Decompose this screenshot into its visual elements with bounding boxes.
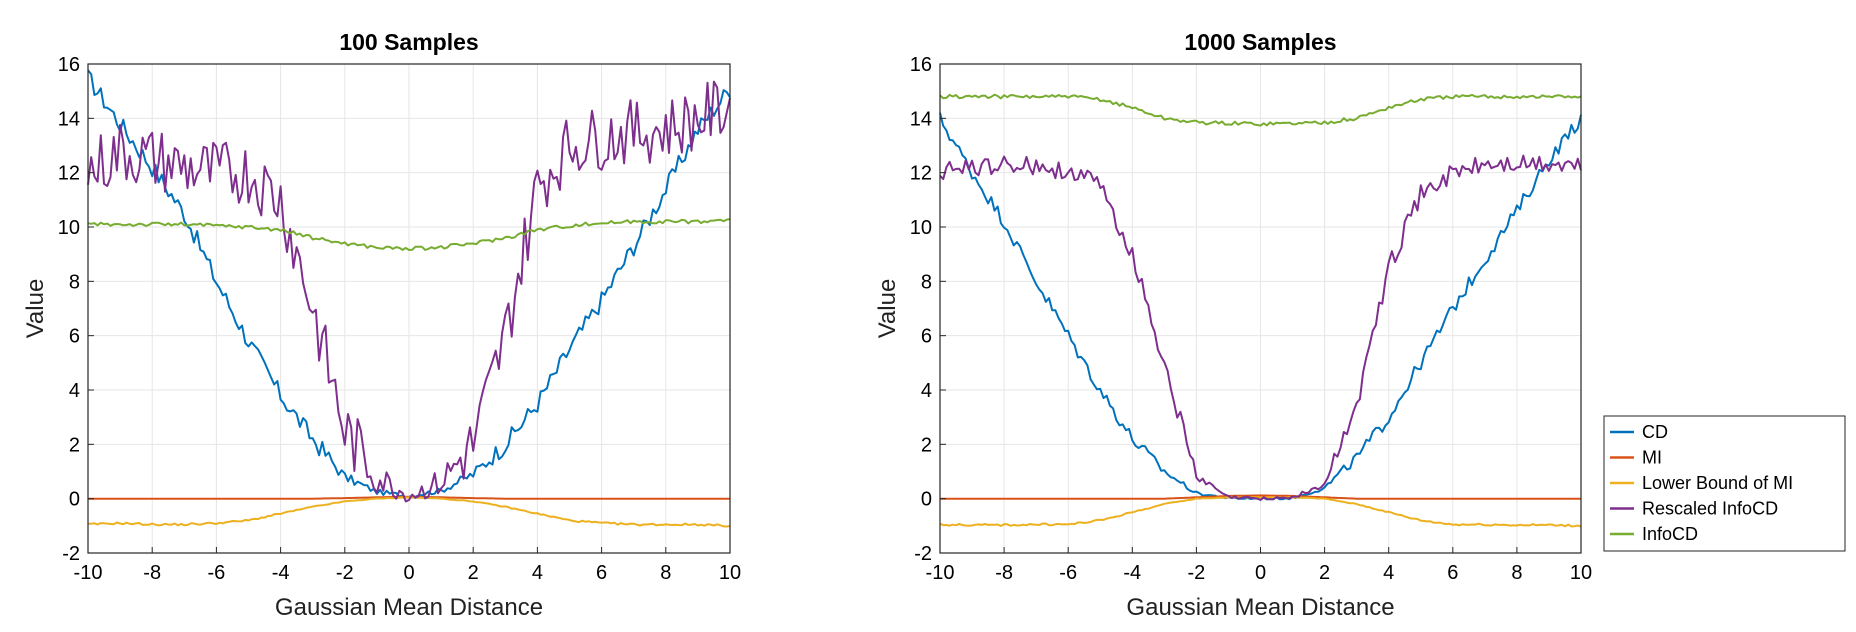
y-tick-label: -2 — [62, 543, 80, 565]
series-line-lower-bound-of-mi — [939, 496, 1582, 528]
y-tick-label: 4 — [921, 380, 932, 402]
x-tick-label: 8 — [660, 562, 671, 584]
series-line-rescaled-infocd — [87, 80, 731, 503]
x-axis-label: Gaussian Mean Distance — [275, 594, 543, 621]
y-tick-label: 2 — [69, 434, 80, 456]
y-tick-label: 12 — [910, 163, 932, 185]
series-line-rescaled-infocd — [939, 154, 1582, 501]
y-tick-label: 4 — [69, 380, 80, 402]
x-tick-label: -8 — [143, 562, 161, 584]
y-tick-label: 10 — [910, 217, 932, 239]
y-axis-label: Value — [22, 279, 49, 339]
x-tick-label: 8 — [1511, 562, 1522, 584]
x-tick-label: 6 — [596, 562, 607, 584]
x-tick-label: -4 — [272, 562, 290, 584]
y-tick-label: 6 — [69, 326, 80, 348]
x-tick-label: 4 — [1383, 562, 1394, 584]
x-axis-label: Gaussian Mean Distance — [1126, 594, 1394, 621]
y-tick-label: 2 — [921, 434, 932, 456]
x-tick-label: -2 — [1188, 562, 1206, 584]
y-tick-label: 16 — [58, 54, 80, 76]
chart-title: 100 Samples — [339, 29, 478, 55]
y-tick-label: 10 — [58, 217, 80, 239]
legend: CD MI Lower Bound of MI Rescaled InfoCD Info… — [1603, 415, 1846, 552]
x-tick-label: -10 — [74, 562, 103, 584]
y-tick-label: 0 — [921, 489, 932, 511]
series-line-lower-bound-of-mi — [88, 496, 731, 528]
legend-entry-label: CD — [1642, 422, 1668, 442]
y-tick-label: 8 — [69, 271, 80, 293]
series-line-infocd — [87, 218, 731, 251]
chart-100-samples: -10 -8 -6 -4 -2 0 2 4 6 8 10 -2 0 2 4 6 8 10 12 14 16 100 Sam… — [22, 29, 741, 621]
x-tick-label: 10 — [719, 562, 741, 584]
series-line-mi — [940, 494, 1581, 500]
y-tick-label: 0 — [69, 489, 80, 511]
chart-1000-samples: -10 -8 -6 -4 -2 0 2 4 6 8 10 -2 0 2 4 6 8 10 12 14 16 1000 Sa… — [874, 29, 1592, 621]
chart-title: 1000 Samples — [1184, 29, 1336, 55]
x-tick-label: 0 — [1255, 562, 1266, 584]
y-tick-label: 12 — [58, 163, 80, 185]
legend-box — [1603, 415, 1846, 552]
y-tick-label: 8 — [921, 271, 932, 293]
x-tick-label: 6 — [1447, 562, 1458, 584]
series-line-infocd — [939, 93, 1582, 127]
y-tick-label: -2 — [914, 543, 932, 565]
y-axis-label: Value — [874, 279, 901, 339]
x-tick-label: 2 — [468, 562, 479, 584]
y-tick-label: 14 — [58, 108, 80, 130]
y-tick-label: 14 — [910, 108, 932, 130]
y-tick-label: 6 — [921, 326, 932, 348]
legend-entry-label: InfoCD — [1642, 524, 1698, 544]
legend-entry-label: MI — [1642, 448, 1662, 468]
x-tick-label: -6 — [1059, 562, 1077, 584]
x-tick-label: 2 — [1319, 562, 1330, 584]
y-tick-label: 16 — [910, 54, 932, 76]
x-tick-label: -10 — [926, 562, 955, 584]
x-tick-label: -8 — [995, 562, 1013, 584]
x-tick-label: 10 — [1570, 562, 1592, 584]
x-tick-label: 4 — [532, 562, 543, 584]
x-tick-label: -2 — [336, 562, 354, 584]
x-tick-label: -4 — [1123, 562, 1141, 584]
legend-entry-label: Lower Bound of MI — [1642, 473, 1793, 493]
legend-entry-label: Rescaled InfoCD — [1642, 499, 1778, 519]
x-tick-label: 0 — [403, 562, 414, 584]
x-tick-label: -6 — [208, 562, 226, 584]
